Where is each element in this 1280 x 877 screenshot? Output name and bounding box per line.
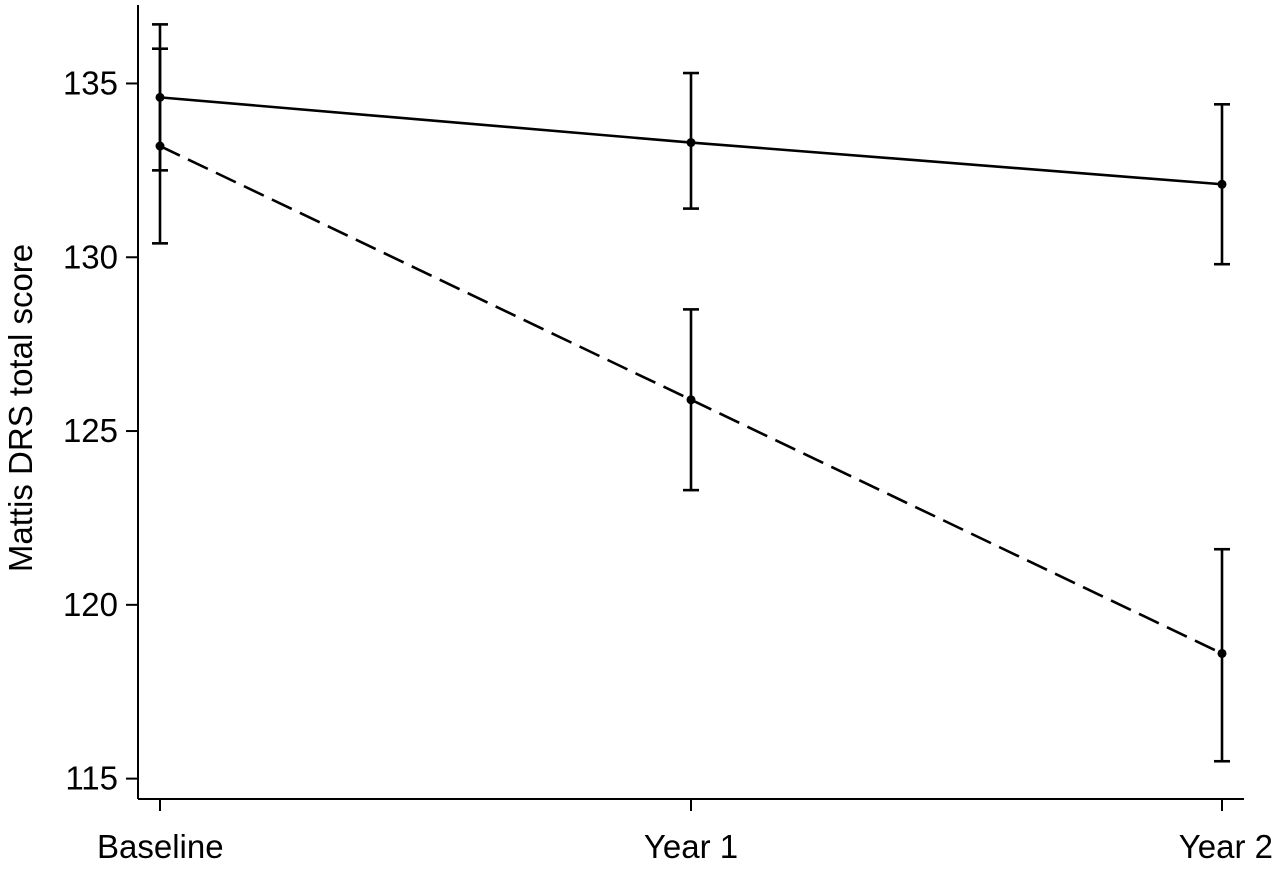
y-tick-label: 125: [63, 412, 118, 449]
data-point: [1217, 179, 1227, 189]
y-tick-label: 130: [63, 238, 118, 275]
y-axis-ticks: 115 120 125 130 135: [63, 64, 138, 797]
y-axis-title: Mattis DRS total score: [2, 244, 39, 572]
data-point: [686, 138, 696, 148]
data-point: [155, 141, 165, 151]
data-point: [686, 395, 696, 405]
series-1-solid: [152, 23, 1230, 266]
x-tick-label: Baseline: [97, 828, 224, 865]
series: [152, 23, 1230, 763]
series-2-dashed: [152, 47, 1230, 763]
x-axis-ticks: Baseline Year 1 Year 2: [97, 799, 1273, 865]
x-tick-label: Year 2: [1179, 828, 1273, 865]
y-tick-label: 120: [63, 586, 118, 623]
y-tick-label: 135: [63, 64, 118, 101]
y-tick-label: 115: [65, 760, 118, 797]
series-line: [159, 144, 1223, 655]
data-point: [1217, 648, 1227, 658]
x-tick-label: Year 1: [644, 828, 738, 865]
